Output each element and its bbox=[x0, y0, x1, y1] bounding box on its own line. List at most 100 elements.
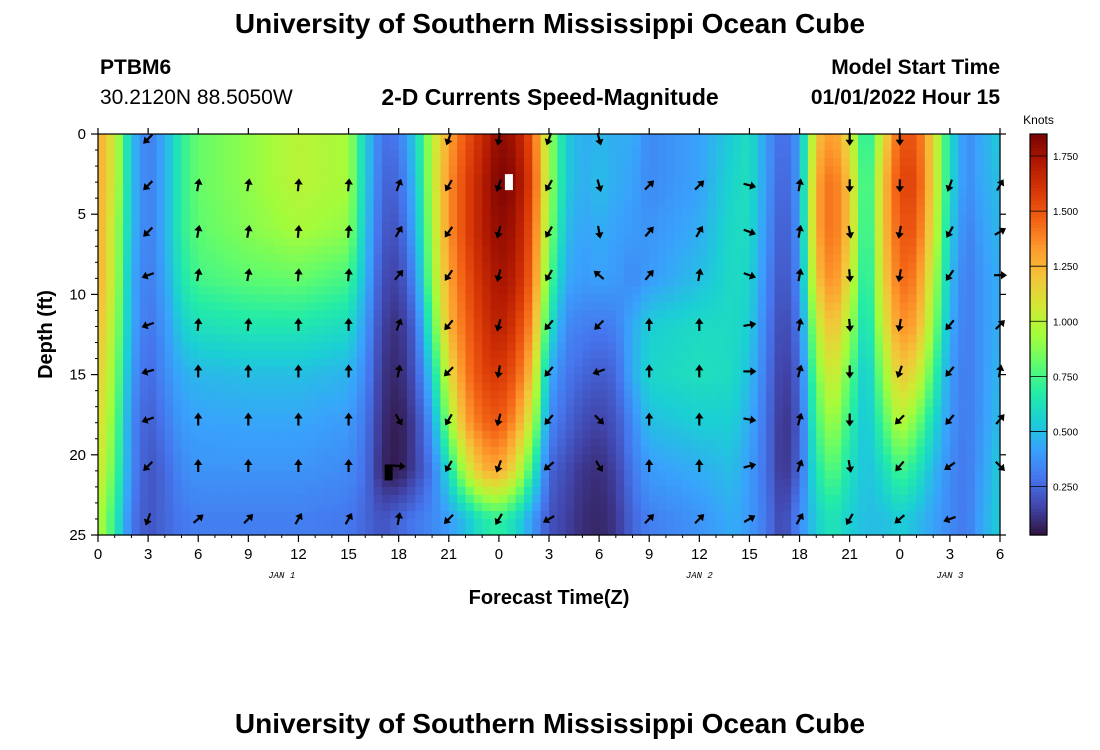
heatmap-cell bbox=[624, 134, 634, 143]
heatmap-cell bbox=[498, 198, 508, 207]
heatmap-cell bbox=[181, 358, 191, 368]
heatmap-cell bbox=[858, 158, 867, 167]
heatmap-cell bbox=[732, 214, 742, 223]
heatmap-cell bbox=[540, 142, 550, 151]
heatmap-cell bbox=[858, 270, 867, 279]
heatmap-cell bbox=[373, 182, 383, 191]
heatmap-cell bbox=[156, 294, 166, 304]
chart-title: 2-D Currents Speed-Magnitude bbox=[381, 84, 719, 110]
heatmap-cell bbox=[866, 174, 876, 183]
heatmap-cell bbox=[407, 222, 416, 231]
heatmap-cell bbox=[849, 134, 859, 143]
heatmap-cell bbox=[315, 206, 325, 215]
heatmap-cell bbox=[340, 166, 350, 175]
heatmap-cell bbox=[574, 374, 584, 384]
heatmap-cell bbox=[774, 246, 784, 255]
heatmap-cell bbox=[306, 446, 316, 456]
heatmap-cell bbox=[741, 350, 751, 360]
heatmap-cell bbox=[98, 326, 107, 336]
heatmap-cell bbox=[682, 326, 692, 336]
heatmap-cell bbox=[640, 390, 650, 400]
heatmap-cell bbox=[699, 142, 709, 151]
heatmap-cell bbox=[908, 214, 918, 223]
heatmap-cell bbox=[690, 446, 700, 456]
heatmap-cell bbox=[440, 326, 450, 336]
heatmap-cell bbox=[139, 446, 149, 456]
heatmap-cell bbox=[599, 182, 609, 191]
heatmap-cell bbox=[774, 182, 784, 191]
heatmap-cell bbox=[916, 134, 926, 143]
heatmap-cell bbox=[448, 334, 458, 344]
heatmap-cell bbox=[682, 478, 692, 488]
heatmap-cell bbox=[164, 502, 174, 512]
heatmap-cell bbox=[899, 270, 909, 279]
heatmap-cell bbox=[791, 302, 801, 312]
heatmap-cell bbox=[674, 478, 684, 488]
heatmap-cell bbox=[674, 350, 684, 360]
heatmap-cell bbox=[824, 310, 834, 320]
heatmap-cell bbox=[348, 230, 358, 239]
heatmap-cell bbox=[599, 246, 609, 255]
heatmap-cell bbox=[273, 182, 283, 191]
heatmap-cell bbox=[916, 286, 926, 295]
heatmap-cell bbox=[281, 174, 291, 183]
heatmap-cell bbox=[532, 486, 542, 496]
heatmap-cell bbox=[340, 142, 350, 151]
heatmap-cell bbox=[699, 374, 709, 384]
heatmap-cell bbox=[457, 270, 467, 279]
heatmap-cell bbox=[298, 398, 308, 408]
heatmap-cell bbox=[724, 150, 734, 159]
heatmap-cell bbox=[874, 150, 884, 159]
heatmap-cell bbox=[874, 294, 884, 304]
heatmap-cell bbox=[198, 230, 208, 239]
heatmap-cell bbox=[281, 182, 291, 191]
heatmap-cell bbox=[457, 262, 467, 271]
heatmap-cell bbox=[782, 158, 792, 167]
heatmap-cell bbox=[557, 334, 567, 344]
heatmap-cell bbox=[741, 310, 751, 320]
heatmap-cell bbox=[899, 526, 909, 536]
heatmap-cell bbox=[924, 254, 934, 263]
heatmap-cell bbox=[532, 446, 542, 456]
heatmap-cell bbox=[782, 382, 792, 392]
heatmap-cell bbox=[858, 446, 867, 456]
heatmap-cell bbox=[256, 526, 266, 536]
heatmap-cell bbox=[131, 526, 141, 536]
heatmap-cell bbox=[782, 302, 792, 312]
heatmap-cell bbox=[315, 150, 325, 159]
heatmap-cell bbox=[423, 246, 433, 255]
heatmap-cell bbox=[557, 222, 567, 231]
heatmap-cell bbox=[816, 334, 826, 344]
heatmap-cell bbox=[273, 366, 283, 376]
heatmap-cell bbox=[457, 150, 467, 159]
heatmap-cell bbox=[189, 382, 199, 392]
heatmap-cell bbox=[239, 246, 249, 255]
heatmap-cell bbox=[173, 246, 183, 255]
heatmap-cell bbox=[407, 366, 416, 376]
heatmap-cell bbox=[607, 334, 617, 344]
heatmap-cell bbox=[724, 358, 734, 368]
heatmap-cell bbox=[807, 286, 817, 295]
heatmap-cell bbox=[365, 406, 375, 416]
heatmap-cell bbox=[607, 262, 617, 271]
heatmap-cell bbox=[590, 526, 600, 536]
heatmap-cell bbox=[356, 142, 366, 151]
heatmap-cell bbox=[766, 142, 776, 151]
heatmap-cell bbox=[549, 150, 558, 159]
heatmap-cell bbox=[908, 454, 918, 464]
heatmap-cell bbox=[799, 438, 809, 448]
heatmap-cell bbox=[782, 206, 792, 215]
heatmap-cell bbox=[749, 166, 759, 175]
heatmap-cell bbox=[707, 318, 717, 328]
heatmap-cell bbox=[624, 158, 634, 167]
heatmap-cell bbox=[273, 294, 283, 304]
heatmap-cell bbox=[223, 358, 233, 368]
heatmap-cell bbox=[231, 150, 241, 159]
heatmap-cell bbox=[590, 374, 600, 384]
heatmap-cell bbox=[632, 374, 642, 384]
heatmap-cell bbox=[657, 326, 667, 336]
heatmap-cell bbox=[766, 350, 776, 360]
heatmap-cell bbox=[640, 158, 650, 167]
heatmap-cell bbox=[373, 494, 383, 504]
heatmap-cell bbox=[432, 278, 442, 287]
